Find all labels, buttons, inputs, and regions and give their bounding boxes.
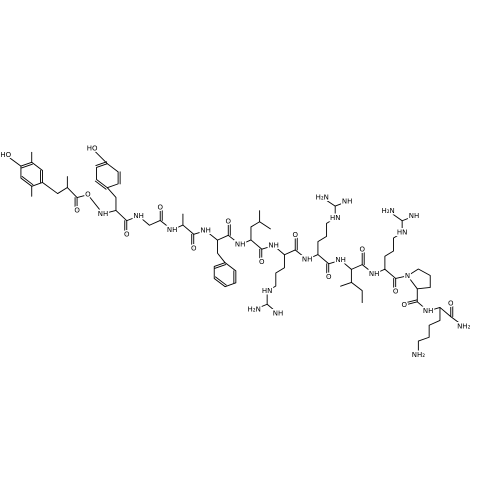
atom-label: NH <box>342 198 353 206</box>
atom-label: NH₂ <box>457 322 471 330</box>
atom-label: NH <box>133 212 144 220</box>
atom-label: NH <box>200 227 211 235</box>
bond <box>42 182 59 195</box>
atom-label: O <box>259 258 265 266</box>
atom-label: HO <box>87 145 98 153</box>
atom-labels: HOOOHONHONHONHONHONHONHHNNHH₂NONHHNNHH₂N… <box>0 143 472 360</box>
atom-label: O <box>74 207 80 215</box>
atom-label: NH <box>409 212 420 220</box>
bond <box>250 221 271 241</box>
bond <box>106 187 117 211</box>
double-bond <box>94 180 107 190</box>
atom-label: NH <box>167 226 178 234</box>
atom-label: NH <box>369 270 380 278</box>
double-bond <box>21 176 34 186</box>
bond <box>5 154 22 167</box>
atom-label: NH <box>273 309 284 317</box>
bond <box>57 187 409 279</box>
atom-label: NH <box>335 256 346 264</box>
bond <box>387 210 403 222</box>
atom-label: HN <box>397 229 408 237</box>
bond <box>350 281 363 304</box>
atom-label: H₂N <box>381 207 394 215</box>
bond <box>91 148 108 165</box>
atom-label: H₂N <box>248 306 261 314</box>
atom-label: O <box>124 231 130 239</box>
double-bond <box>21 163 33 169</box>
bond <box>213 262 237 288</box>
atom-label: NH <box>302 255 313 263</box>
atom-label: H₂N <box>316 193 329 201</box>
atom-label: NH <box>268 242 279 250</box>
double-bond <box>214 264 227 269</box>
bond <box>407 268 431 290</box>
atom-label: NH <box>423 307 434 315</box>
atom-label: O <box>191 244 197 252</box>
atom-label: N <box>405 272 410 280</box>
bond <box>253 303 268 311</box>
double-bond <box>95 161 108 167</box>
atom-label: O <box>402 301 408 309</box>
atom-label: O <box>393 287 399 295</box>
bond <box>416 288 465 327</box>
atom-label: HO <box>0 151 11 159</box>
bond <box>417 306 441 356</box>
atom-label: HN <box>330 214 341 222</box>
double-bond <box>214 276 227 286</box>
atom-label: O <box>226 217 232 225</box>
double-bond <box>403 299 418 304</box>
atom-label: O <box>326 273 332 281</box>
bond <box>321 197 336 207</box>
atom-label: O <box>292 231 298 239</box>
atom-label: O <box>448 300 454 308</box>
bonds <box>5 148 465 356</box>
atom-label: NH₂ <box>412 351 426 359</box>
atom-label: HN <box>262 287 273 295</box>
atom-label: NH <box>235 241 246 249</box>
bond <box>403 301 418 306</box>
atom-label: NH <box>98 210 109 218</box>
bond <box>217 239 226 264</box>
atom-label: O <box>85 191 91 199</box>
atom-label: O <box>359 246 365 254</box>
atom-label: O <box>157 203 163 211</box>
